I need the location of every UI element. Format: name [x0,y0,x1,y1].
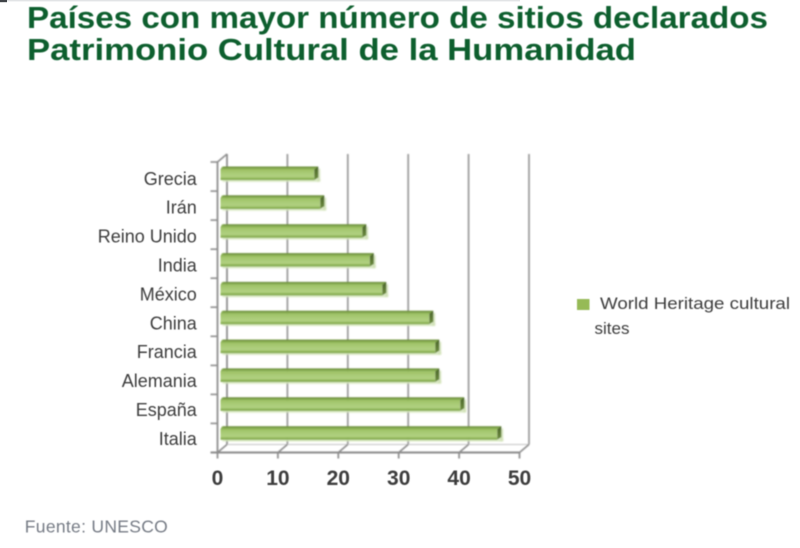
svg-text:50: 50 [508,467,531,490]
svg-text:Irán: Irán [166,198,197,218]
svg-text:China: China [150,313,198,333]
svg-text:Países con mayor número de sit: Países con mayor número de sitios declar… [27,0,768,35]
svg-text:40: 40 [447,467,470,490]
svg-text:India: India [158,256,198,276]
svg-text:sites: sites [595,319,630,338]
svg-text:Patrimonio Cultural de la Huma: Patrimonio Cultural de la Humanidad [27,32,636,67]
svg-text:Alemania: Alemania [122,371,198,391]
svg-text:México: México [140,284,197,304]
svg-text:España: España [136,400,198,420]
svg-text:Francia: Francia [137,342,198,362]
svg-text:30: 30 [387,467,410,490]
svg-text:World Heritage cultural: World Heritage cultural [600,294,790,313]
svg-text:10: 10 [266,467,289,490]
svg-text:Grecia: Grecia [144,169,198,189]
svg-text:Reino Unido: Reino Unido [98,227,197,247]
svg-text:Fuente: UNESCO: Fuente: UNESCO [25,516,168,536]
svg-text:0: 0 [212,467,224,490]
svg-text:Italia: Italia [159,429,198,449]
svg-text:20: 20 [327,467,350,490]
